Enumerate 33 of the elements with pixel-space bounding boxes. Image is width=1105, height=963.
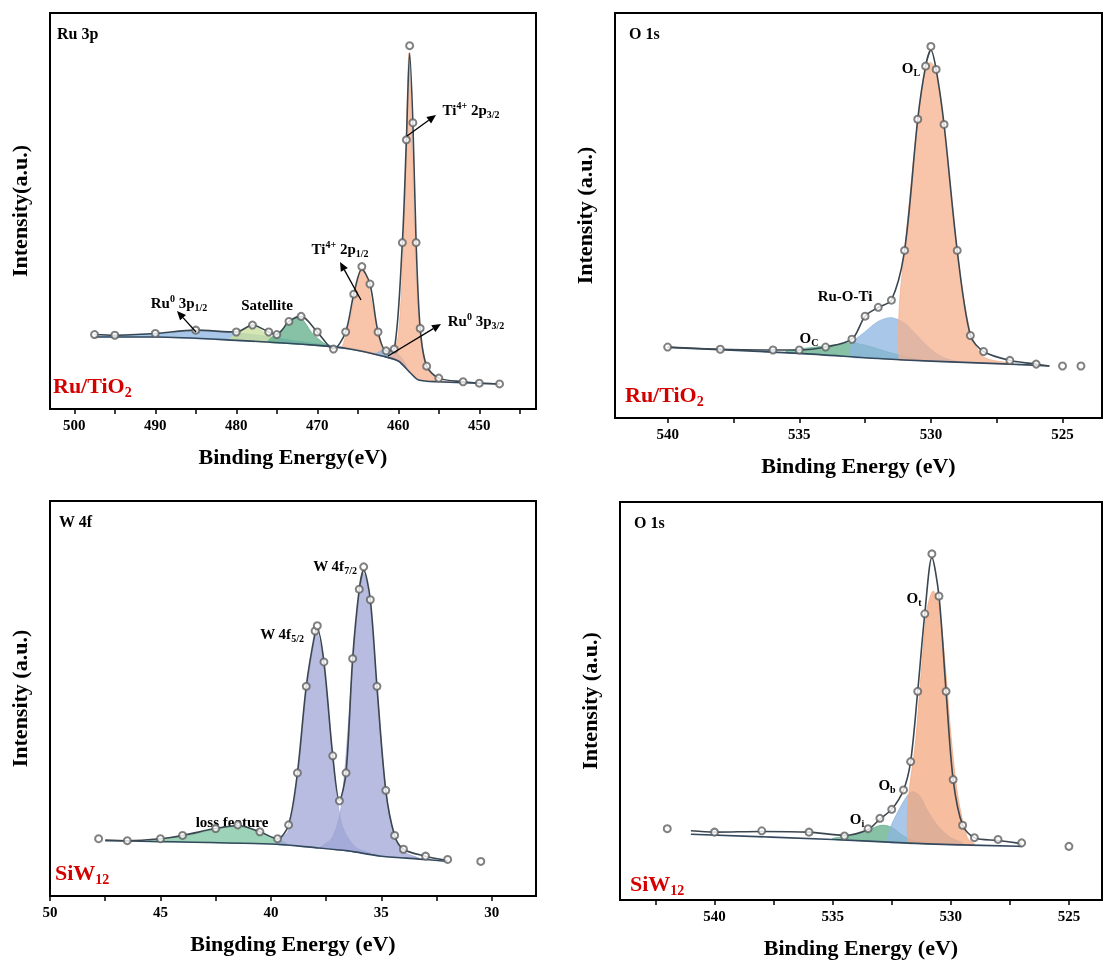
x-tick-label: 500 [63,416,86,433]
y-axis-title: Intensity (a.u.) [6,629,32,768]
x-tick-label: 540 [656,425,679,442]
y-axis-title: Intensity (a.u.) [576,632,602,770]
x-axis-title: Binding Energy (eV) [763,934,959,960]
x-tick-label: 450 [468,416,491,433]
y-axis-title: Intensity (a.u.) [571,146,597,285]
x-tick-label: 35 [373,903,389,920]
x-tick-label: 45 [152,903,168,920]
x-tick-label: 535 [788,425,811,442]
x-tick-label: 530 [919,425,943,442]
x-tick-label: 30 [484,903,500,920]
x-tick-label: 40 [263,903,279,920]
x-axis-title: Binding Energy(eV) [198,443,388,469]
x-tick-label: 540 [703,907,726,924]
annotation: Ru-O-Ti [817,288,873,304]
y-axis-title: Intensity(a.u.) [6,144,32,278]
x-tick-label: 535 [821,907,844,924]
chart-title: O 1s [634,513,665,531]
chart-title: Ru 3p [57,24,99,43]
annotation: Satellite [241,297,294,313]
x-tick-label: 460 [387,416,410,433]
x-tick-label: 525 [1057,907,1081,924]
x-tick-label: 480 [225,416,248,433]
x-axis-title: Bingding Energy (eV) [190,930,396,956]
chart-title: O 1s [629,24,660,42]
chart-title: W 4f [59,512,93,530]
x-tick-label: 525 [1051,425,1074,442]
x-tick-label: 50 [42,903,58,920]
x-tick-label: 530 [939,907,963,924]
x-tick-label: 490 [144,416,167,433]
x-axis-title: Binding Energy (eV) [761,452,956,478]
x-tick-label: 470 [306,416,329,433]
